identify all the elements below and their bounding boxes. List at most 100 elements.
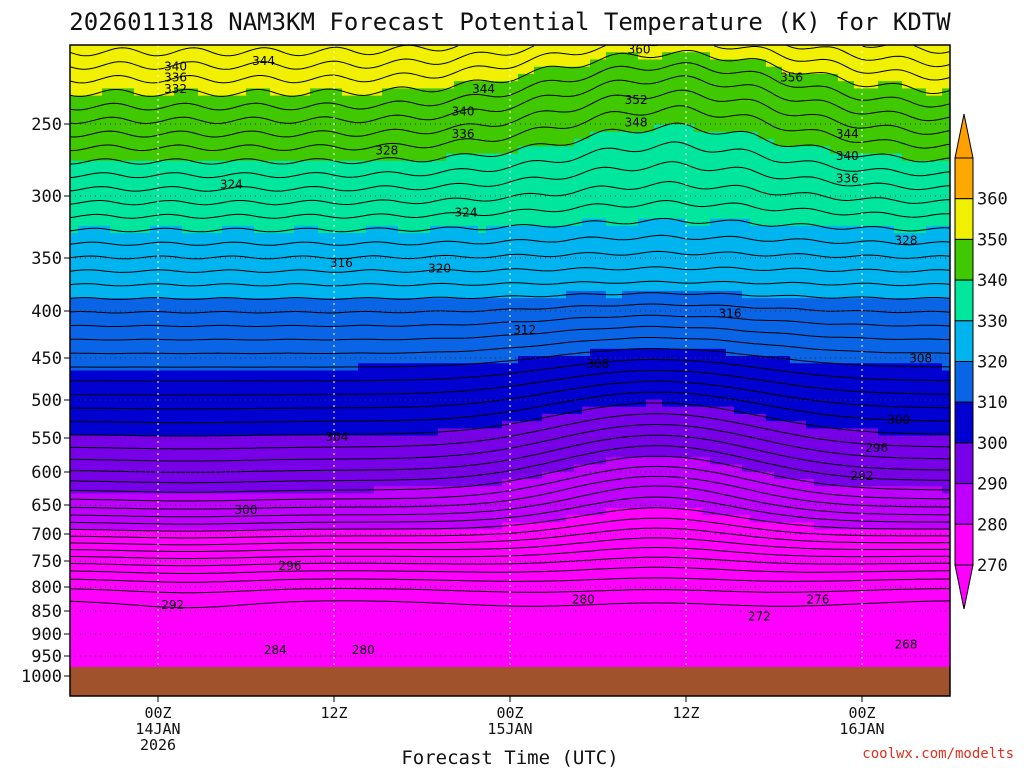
field-cell xyxy=(142,88,151,97)
field-cell xyxy=(486,131,495,140)
field-cell xyxy=(398,334,407,343)
field-cell xyxy=(454,189,463,198)
field-cell xyxy=(430,645,439,654)
field-cell xyxy=(286,66,295,75)
field-cell xyxy=(342,146,351,155)
field-cell xyxy=(286,522,295,531)
field-cell xyxy=(350,196,359,205)
field-cell xyxy=(278,406,287,415)
field-cell xyxy=(78,413,87,422)
field-cell xyxy=(422,399,431,408)
field-cell xyxy=(286,341,295,350)
field-cell xyxy=(134,529,143,538)
field-cell xyxy=(94,493,103,502)
field-cell xyxy=(502,638,511,646)
field-cell xyxy=(110,305,119,314)
field-cell xyxy=(214,117,223,126)
field-cell xyxy=(398,638,407,646)
field-cell xyxy=(230,240,239,249)
field-cell xyxy=(486,413,495,422)
field-cell xyxy=(174,428,183,437)
field-cell xyxy=(342,269,351,278)
field-cell xyxy=(478,558,487,567)
field-cell xyxy=(438,117,447,126)
field-cell xyxy=(430,117,439,126)
field-cell xyxy=(110,225,119,234)
field-cell xyxy=(134,493,143,502)
field-cell xyxy=(310,189,319,198)
field-cell xyxy=(318,594,327,603)
field-cell xyxy=(502,479,511,487)
field-cell xyxy=(78,630,87,639)
field-cell xyxy=(406,341,415,350)
field-cell xyxy=(430,529,439,538)
field-cell xyxy=(238,384,247,393)
field-cell xyxy=(326,377,335,386)
field-cell xyxy=(334,594,343,603)
field-cell xyxy=(374,262,383,270)
field-cell xyxy=(358,196,367,205)
field-cell xyxy=(382,139,391,147)
field-cell xyxy=(422,457,431,466)
field-cell xyxy=(134,384,143,393)
field-cell xyxy=(366,269,375,278)
field-cell xyxy=(342,580,351,589)
field-cell xyxy=(174,399,183,408)
field-cell xyxy=(158,240,167,249)
field-cell xyxy=(494,327,503,335)
field-cell xyxy=(438,52,447,61)
field-cell xyxy=(494,276,503,285)
field-cell xyxy=(398,146,407,155)
field-cell xyxy=(134,507,143,516)
field-cell xyxy=(174,392,183,401)
field-cell xyxy=(158,421,167,429)
field-cell xyxy=(262,167,271,176)
field-cell xyxy=(374,565,383,574)
field-cell xyxy=(438,211,447,220)
field-cell xyxy=(166,594,175,603)
field-cell xyxy=(470,363,479,372)
field-cell xyxy=(110,515,119,523)
field-cell xyxy=(310,146,319,155)
field-cell xyxy=(286,160,295,169)
field-cell xyxy=(150,471,159,480)
field-cell xyxy=(142,131,151,140)
field-cell xyxy=(174,131,183,140)
field-cell xyxy=(102,233,111,241)
field-cell xyxy=(94,601,103,610)
field-cell xyxy=(478,645,487,654)
field-cell xyxy=(182,377,191,386)
field-cell xyxy=(302,450,311,458)
field-cell xyxy=(326,435,335,444)
field-cell xyxy=(406,334,415,343)
field-cell xyxy=(406,558,415,567)
field-cell xyxy=(350,189,359,198)
field-cell xyxy=(486,95,495,104)
field-cell xyxy=(438,247,447,256)
field-cell xyxy=(486,457,495,466)
field-cell xyxy=(302,471,311,480)
field-cell xyxy=(190,471,199,480)
field-cell xyxy=(150,153,159,162)
field-cell xyxy=(118,225,127,234)
field-cell xyxy=(110,558,119,567)
field-cell xyxy=(318,471,327,480)
field-cell xyxy=(470,421,479,429)
field-cell xyxy=(86,428,95,437)
field-cell xyxy=(350,233,359,241)
field-cell xyxy=(262,442,271,451)
field-cell xyxy=(262,146,271,155)
field-cell xyxy=(422,406,431,415)
field-cell xyxy=(478,638,487,646)
field-cell xyxy=(166,211,175,220)
field-cell xyxy=(158,110,167,118)
field-cell xyxy=(310,544,319,552)
field-cell xyxy=(390,652,399,661)
field-cell xyxy=(190,312,199,321)
field-cell xyxy=(398,500,407,509)
field-cell xyxy=(262,66,271,75)
field-cell xyxy=(150,587,159,596)
field-cell xyxy=(318,305,327,314)
field-cell xyxy=(494,377,503,386)
